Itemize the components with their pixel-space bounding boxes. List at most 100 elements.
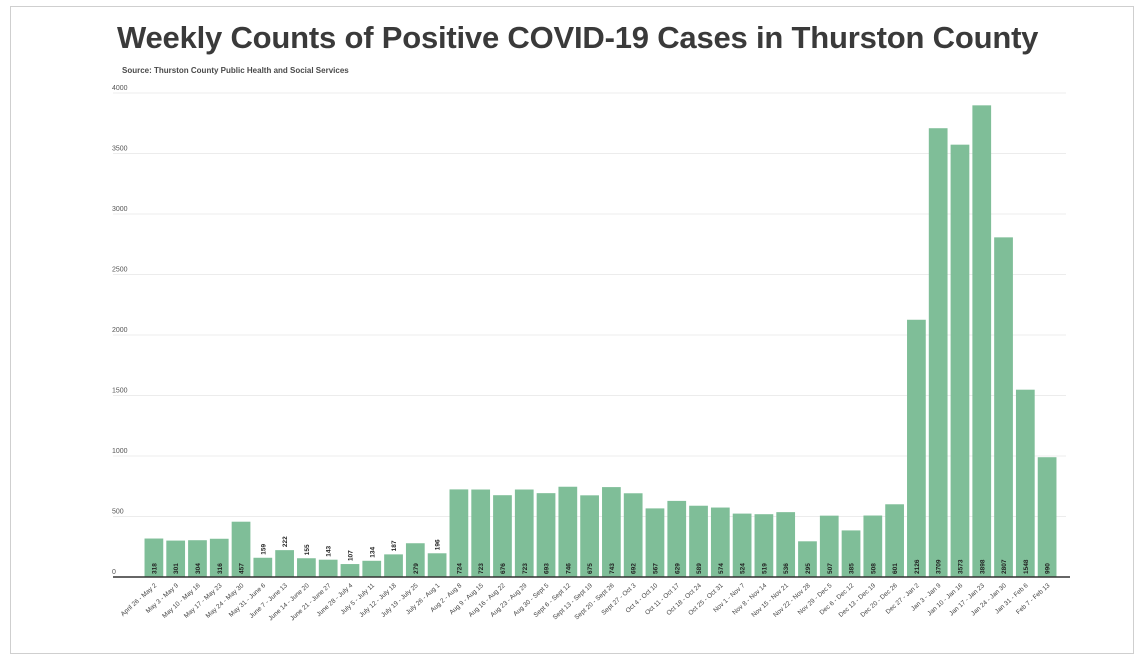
data-label: 457 <box>239 563 246 574</box>
bar <box>449 489 469 577</box>
bar <box>253 557 273 577</box>
bar <box>798 541 817 577</box>
data-label: 3573 <box>957 559 964 574</box>
bar <box>471 489 491 577</box>
bar <box>1015 389 1035 577</box>
bar <box>819 515 839 577</box>
bar <box>776 512 796 577</box>
data-label: 746 <box>565 563 572 574</box>
data-label: 3709 <box>936 559 943 574</box>
y-tick-label: 4000 <box>112 85 128 92</box>
x-tick-label: May 24 - May 30 <box>205 582 246 620</box>
bar <box>166 540 186 577</box>
data-label: 295 <box>805 563 812 574</box>
bar <box>950 144 970 578</box>
bar <box>340 564 360 577</box>
bar <box>623 493 643 577</box>
bar <box>667 500 687 577</box>
bar <box>318 559 338 577</box>
data-label: 589 <box>696 563 703 574</box>
data-label: 187 <box>391 540 398 551</box>
data-label: 316 <box>217 563 224 574</box>
bar <box>514 489 534 577</box>
data-label: 507 <box>827 563 834 574</box>
chart-subtitle: Source: Thurston County Public Health an… <box>122 66 349 75</box>
bar <box>493 495 512 577</box>
data-label: 676 <box>500 563 507 574</box>
data-label: 304 <box>195 563 202 574</box>
data-label: 508 <box>870 563 877 574</box>
data-label: 301 <box>173 563 180 574</box>
data-label: 3898 <box>979 559 986 574</box>
bar <box>602 487 621 577</box>
data-label: 1548 <box>1023 559 1030 574</box>
data-label: 155 <box>304 544 311 555</box>
bars <box>144 105 1057 578</box>
data-label: 724 <box>456 563 463 574</box>
data-label: 519 <box>761 563 768 574</box>
data-label: 536 <box>783 563 790 574</box>
data-label: 385 <box>849 563 856 574</box>
x-tick-label: Sept 20 - Sept 26 <box>573 582 616 621</box>
data-labels: 318 301 304 316 457 159 222 155 143 107 134 187 279 1… <box>151 536 1051 574</box>
bar <box>231 521 251 577</box>
chart-title: Weekly Counts of Positive COVID-19 Cases… <box>117 20 1039 55</box>
y-tick-label: 500 <box>112 509 124 516</box>
data-label: 723 <box>522 563 529 574</box>
bar <box>362 560 382 577</box>
bar <box>580 495 599 577</box>
bar <box>405 543 425 577</box>
bar <box>209 538 229 577</box>
data-label: 567 <box>652 563 659 574</box>
x-tick-label: May 10 - May 16 <box>161 582 202 620</box>
x-tick-label: May 17 - May 23 <box>183 582 224 620</box>
data-label: 107 <box>347 550 354 561</box>
bar <box>275 550 294 577</box>
bar <box>841 530 861 577</box>
bar <box>928 128 948 577</box>
data-label: 2126 <box>914 559 921 574</box>
data-label: 675 <box>587 563 594 574</box>
data-label: 629 <box>674 563 681 574</box>
data-label: 601 <box>892 563 899 574</box>
bar <box>536 493 556 577</box>
bar <box>972 105 992 577</box>
y-tick-label: 0 <box>112 569 116 576</box>
bar <box>144 538 164 577</box>
bar <box>885 504 904 577</box>
data-label: 196 <box>435 539 442 550</box>
y-tick-label: 3500 <box>112 146 128 153</box>
data-label: 524 <box>740 563 747 574</box>
data-label: 743 <box>609 563 616 574</box>
data-label: 318 <box>151 563 158 574</box>
y-tick-label: 1500 <box>112 388 128 395</box>
bar <box>384 554 403 577</box>
bar <box>907 319 926 577</box>
data-label: 723 <box>478 563 485 574</box>
bar <box>710 507 730 577</box>
bar <box>427 553 447 577</box>
data-label: 692 <box>631 563 638 574</box>
y-tick-label: 2500 <box>112 267 128 274</box>
data-label: 693 <box>544 563 551 574</box>
y-axis: 0 500 1000 1500 2000 2500 3000 3500 4000 <box>112 85 128 576</box>
x-tick-label: April 26 - May 2 <box>120 582 159 618</box>
bar <box>863 515 883 577</box>
data-label: 990 <box>1045 563 1052 574</box>
bar <box>732 513 752 577</box>
bar <box>1037 457 1057 577</box>
bar <box>297 558 316 577</box>
y-tick-label: 2000 <box>112 327 128 334</box>
data-label: 134 <box>369 547 376 558</box>
y-tick-label: 3000 <box>112 206 128 213</box>
data-label: 2807 <box>1001 559 1008 574</box>
bar <box>754 514 774 577</box>
data-label: 574 <box>718 563 725 574</box>
bar <box>994 237 1013 577</box>
bar <box>689 505 708 577</box>
data-label: 159 <box>260 544 267 555</box>
x-tick-label: June 7 - June 13 <box>248 582 289 620</box>
bar <box>645 508 665 577</box>
